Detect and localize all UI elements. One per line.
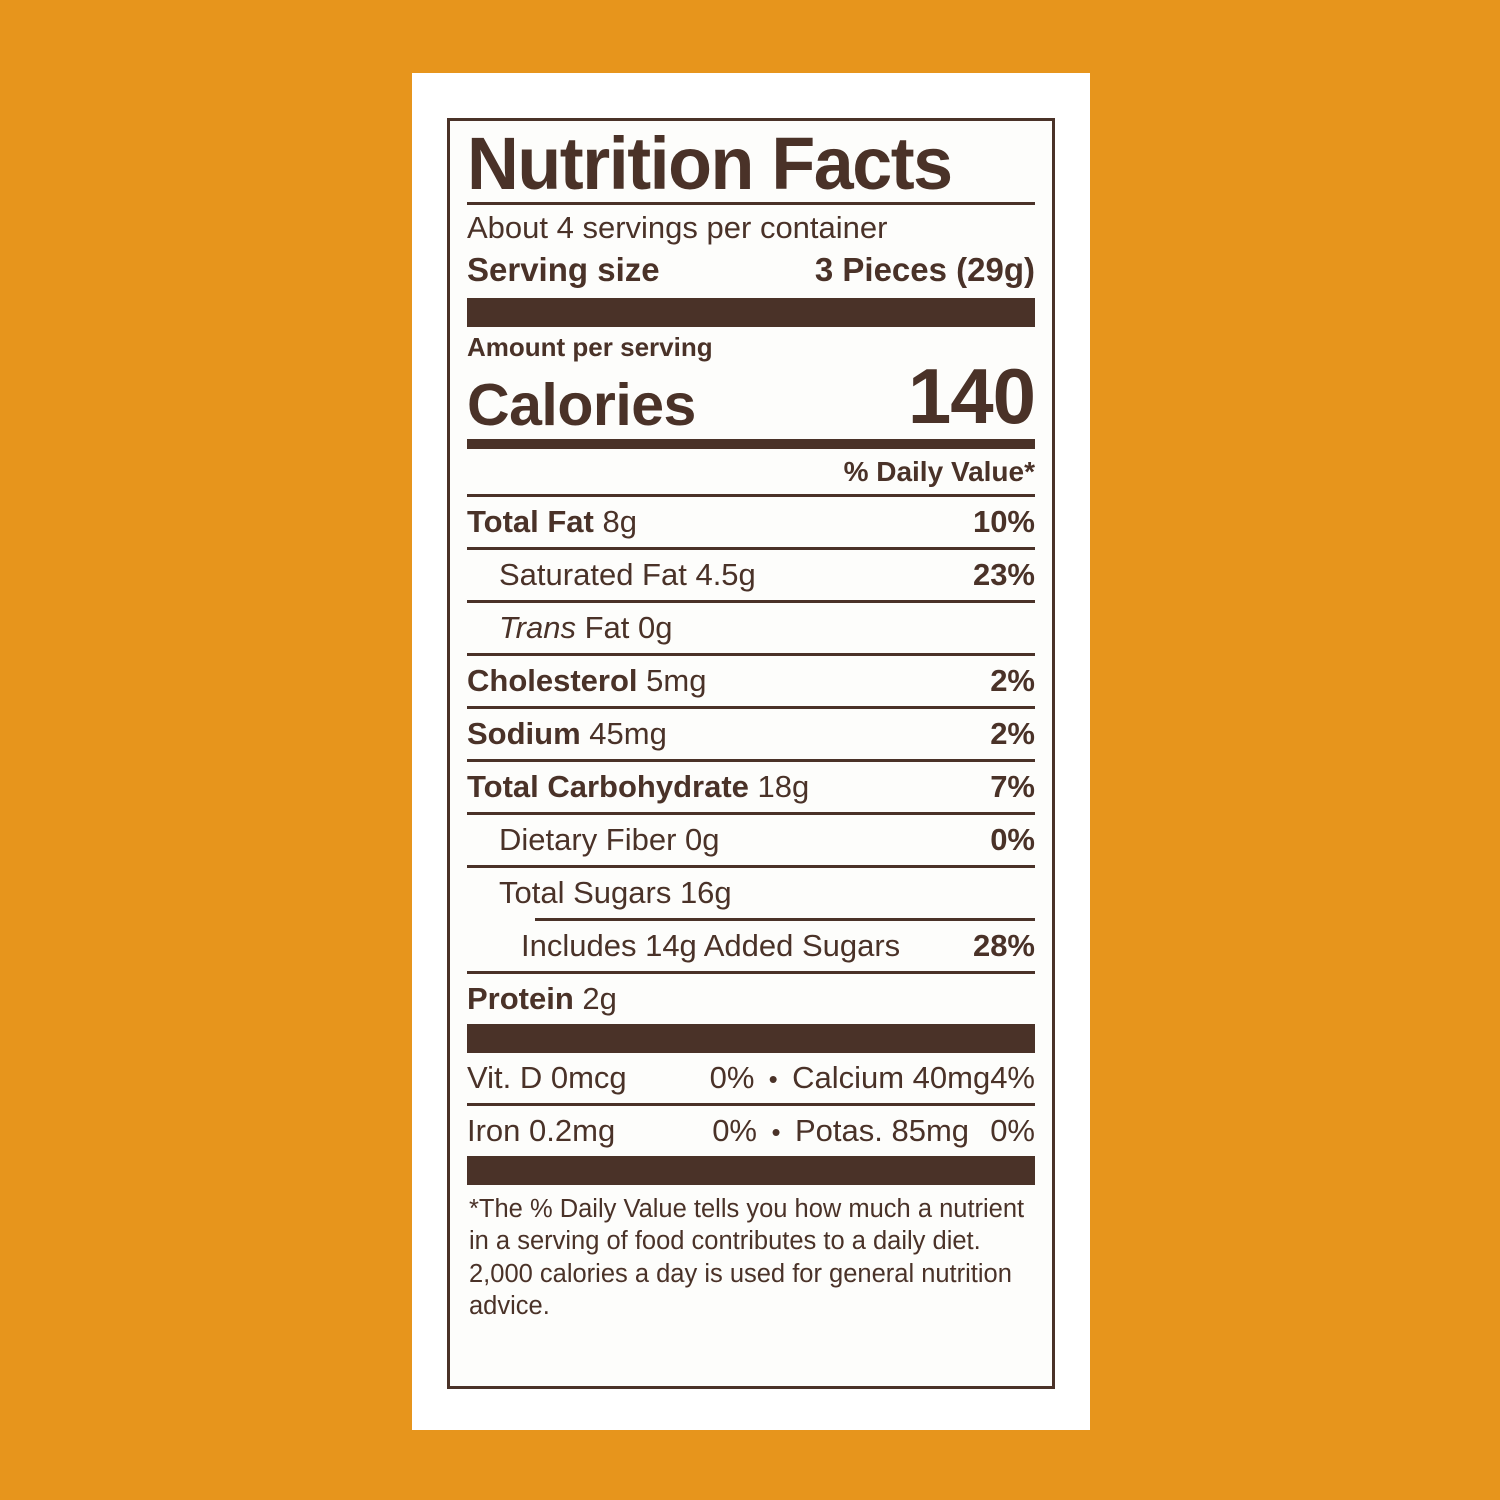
page-title: Nutrition Facts [467, 122, 953, 205]
nutrient-name: Total Carbohydrate [467, 768, 749, 804]
nutrient-row-divider [467, 705, 1035, 709]
nutrient-name-amount: Dietary Fiber 0g [499, 822, 720, 858]
nutrient-row: Sodium 45mg 2% [467, 709, 1035, 759]
vitamin-row-divider [467, 1102, 1035, 1106]
nutrient-name-amount: Trans Fat 0g [499, 610, 672, 646]
nutrient-amount: 8g [593, 503, 637, 539]
nutrient-name: Saturated Fat [499, 556, 687, 592]
nutrient-row: Trans Fat 0g [467, 603, 1035, 653]
vitamin-left-dv: 0% [709, 1059, 755, 1095]
calories-value: 140 [907, 352, 1036, 441]
nutrient-name: Total Sugars [499, 874, 672, 910]
nutrient-daily-value: 2% [990, 715, 1035, 751]
vitamin-right-name: Calcium 40mg [792, 1059, 991, 1095]
nutrient-name: Total Fat [467, 503, 594, 539]
vitamin-left-name: Iron 0.2mg [467, 1112, 616, 1148]
bullet-separator-icon: • [768, 1063, 778, 1094]
nutrient-table: Total Fat 8g 10% Saturated Fat 4.5g 23% Tran… [467, 497, 1035, 1024]
vitamin-right-dv: 4% [990, 1059, 1035, 1095]
nutrient-amount: 4.5g [686, 556, 756, 592]
nutrient-daily-value: 10% [972, 503, 1035, 539]
nutrient-row-divider [467, 864, 1035, 868]
nutrient-name: Cholesterol [467, 662, 638, 698]
vitamin-left-dv: 0% [712, 1112, 757, 1148]
nutrient-row: Total Carbohydrate 18g 7% [467, 762, 1035, 812]
nutrient-amount: Fat 0g [575, 609, 673, 645]
bullet-separator-icon: • [771, 1116, 781, 1147]
nutrient-amount: 45mg [580, 715, 667, 751]
nutrition-facts-panel: Nutrition Facts About 4 servings per con… [447, 118, 1055, 1389]
nutrient-row: Protein 2g [467, 974, 1035, 1024]
thick-divider-vitamins [467, 1023, 1035, 1053]
nutrient-daily-value: 2% [990, 662, 1035, 698]
nutrient-name: Trans [499, 609, 576, 645]
nutrient-row-divider [467, 652, 1035, 656]
thick-divider-footnote [467, 1155, 1035, 1185]
nutrient-name: Sodium [467, 715, 581, 751]
nutrient-daily-value: 7% [990, 768, 1035, 804]
calories-row: Calories 140 [467, 352, 1036, 441]
nutrient-daily-value: 28% [972, 927, 1035, 963]
nutrient-row-divider [535, 917, 1035, 921]
nutrient-row-divider [467, 546, 1035, 550]
vitamin-right-name: Potas. 85mg [795, 1112, 970, 1148]
serving-size-value: 3 Pieces (29g) [814, 250, 1035, 288]
nutrient-name: Includes 14g Added Sugars [521, 927, 901, 963]
servings-per-container: About 4 servings per container [467, 210, 888, 246]
calories-divider [467, 438, 1035, 449]
nutrient-name-amount: Total Carbohydrate 18g [467, 769, 809, 805]
nutrient-name: Protein [467, 980, 574, 1016]
vitamin-row: Iron 0.2mg 0% • Potas. 85mg 0% [467, 1106, 1035, 1156]
title-underline [467, 202, 1035, 206]
nutrient-name-amount: Protein 2g [467, 981, 617, 1017]
nutrient-name: Dietary Fiber [499, 821, 677, 857]
nutrient-name-amount: Sodium 45mg [467, 716, 667, 752]
serving-size-label: Serving size [467, 250, 660, 288]
nutrient-row: Includes 14g Added Sugars 28% [467, 921, 1035, 971]
vitamin-table: Vit. D 0mcg 0% • Calcium 40mg 4% Iron 0.2mg 0%… [467, 1053, 1035, 1156]
nutrient-row: Cholesterol 5mg 2% [467, 656, 1035, 706]
nutrient-table-top-rule [467, 493, 1035, 497]
nutrient-row: Total Sugars 16g [467, 868, 1035, 918]
vitamin-row: Vit. D 0mcg 0% • Calcium 40mg 4% [467, 1053, 1035, 1103]
nutrient-name-amount: Includes 14g Added Sugars [521, 928, 900, 964]
nutrient-row-divider [467, 758, 1035, 762]
daily-value-header: % Daily Value* [843, 455, 1035, 487]
serving-size-row: Serving size 3 Pieces (29g) [467, 249, 1035, 298]
nutrient-amount: 0g [676, 821, 720, 857]
calories-label: Calories [467, 371, 696, 438]
amount-per-serving-label: Amount per serving [467, 331, 713, 362]
nutrient-name-amount: Saturated Fat 4.5g [499, 557, 756, 593]
daily-value-footnote: *The % Daily Value tells you how much a … [469, 1194, 1025, 1321]
nutrient-row-divider [467, 970, 1035, 974]
nutrient-row: Total Fat 8g 10% [467, 497, 1035, 547]
nutrient-amount: 2g [573, 980, 617, 1016]
nutrient-row-divider [467, 811, 1035, 815]
nutrient-name-amount: Total Fat 8g [467, 504, 637, 540]
nutrient-daily-value: 0% [990, 821, 1035, 857]
nutrient-name-amount: Total Sugars 16g [499, 875, 732, 911]
thick-divider-top [467, 297, 1035, 327]
vitamin-right-dv: 0% [990, 1112, 1035, 1148]
nutrient-row: Dietary Fiber 0g 0% [467, 815, 1035, 865]
vitamin-left-name: Vit. D 0mcg [467, 1059, 627, 1095]
nutrient-row-divider [467, 599, 1035, 603]
nutrient-amount: 18g [748, 768, 810, 804]
nutrient-amount: 16g [671, 874, 732, 910]
nutrient-daily-value: 23% [972, 556, 1035, 592]
nutrient-name-amount: Cholesterol 5mg [467, 663, 706, 699]
nutrient-amount: 5mg [637, 662, 707, 698]
nutrient-row: Saturated Fat 4.5g 23% [467, 550, 1035, 600]
